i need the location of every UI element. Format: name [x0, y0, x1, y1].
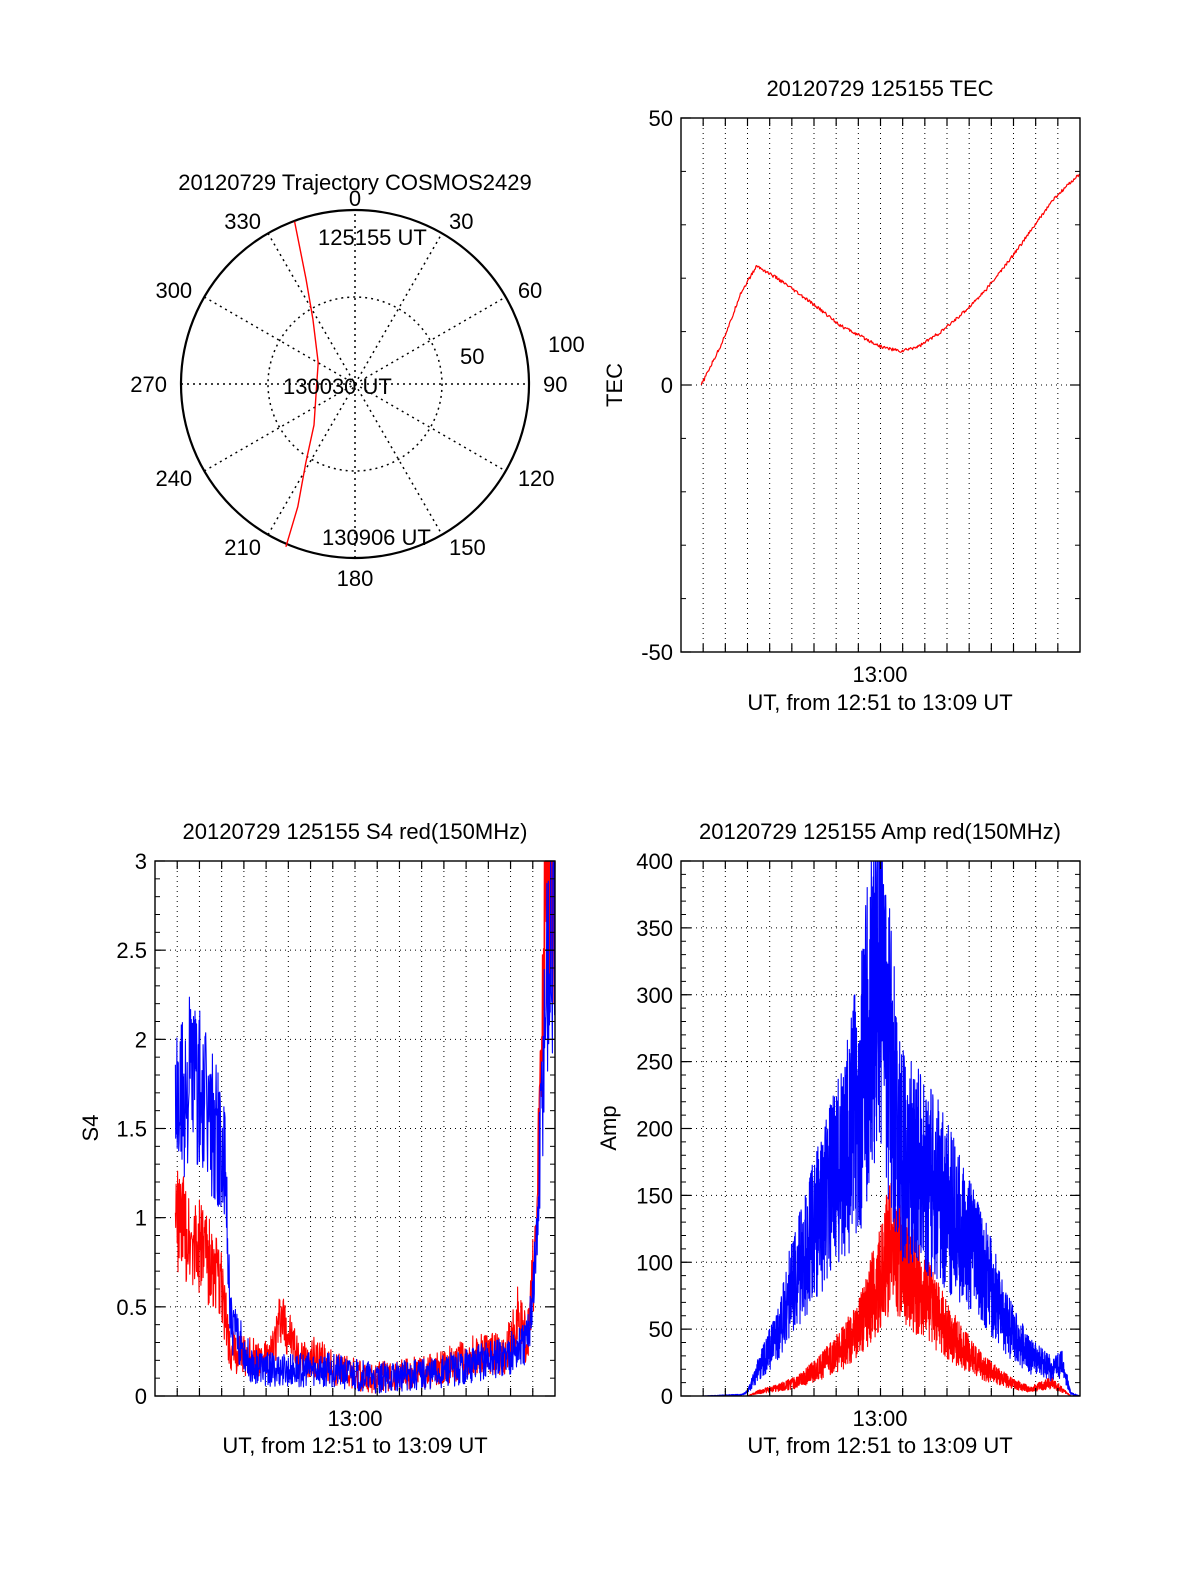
- azimuth-label-180: 180: [337, 566, 374, 591]
- azimuth-label-60: 60: [518, 278, 542, 303]
- s4-ytick-label: 0: [135, 1384, 147, 1409]
- amp-ytick-label: 150: [636, 1183, 673, 1208]
- elevation-ring-50: [267, 296, 443, 472]
- azimuth-label-240: 240: [155, 466, 192, 491]
- trajectory-spoke-150: [267, 232, 443, 536]
- s4-xtick-1300: 13:00: [327, 1406, 382, 1431]
- azimuth-label-270: 270: [130, 372, 167, 397]
- s4-title: 20120729 125155 S4 red(150MHz): [183, 819, 528, 844]
- amp-series: [700, 860, 1081, 1397]
- s4-series: [174, 860, 556, 1394]
- trajectory-panel: 20120729 Trajectory COSMOS2429 0 30 60 90 12…: [130, 170, 584, 591]
- trajectory-end-label: 130906 UT: [322, 525, 431, 550]
- s4-panel: 20120729 125155 S4 red(150MHz) 0 0.5 1 1.5 2…: [78, 819, 556, 1458]
- amp-xtick-1300: 13:00: [852, 1406, 907, 1431]
- tec-series-0-line: [700, 173, 1081, 386]
- trajectory-start-label: 125155 UT: [318, 225, 427, 250]
- trajectory-title: 20120729 Trajectory COSMOS2429: [178, 170, 531, 195]
- amp-title: 20120729 125155 Amp red(150MHz): [699, 819, 1061, 844]
- s4-x-axis-label: UT, from 12:51 to 13:09 UT: [222, 1433, 487, 1458]
- tec-title: 20120729 125155 TEC: [766, 76, 993, 101]
- s4-ytick-label: 1.5: [116, 1117, 147, 1142]
- s4-ytick-label: 0.5: [116, 1295, 147, 1320]
- s4-y-axis-label: S4: [78, 1115, 103, 1142]
- s4-ytick-label: 2.5: [116, 938, 147, 963]
- trajectory-grid: [181, 210, 529, 558]
- satellite-trajectory-line: [285, 221, 319, 547]
- tec-ytick-label: -50: [641, 640, 673, 665]
- azimuth-label-90: 90: [543, 372, 567, 397]
- azimuth-label-0: 0: [349, 186, 361, 211]
- s4-ytick-label: 3: [135, 849, 147, 874]
- azimuth-label-120: 120: [518, 466, 555, 491]
- azimuth-label-150: 150: [449, 535, 486, 560]
- amp-series-1-line: [700, 860, 1081, 1397]
- azimuth-label-300: 300: [155, 278, 192, 303]
- amp-ytick-label: 400: [636, 849, 673, 874]
- tec-series: [700, 173, 1081, 386]
- tec-ytick-label: 50: [649, 106, 673, 131]
- amp-ytick-label: 200: [636, 1117, 673, 1142]
- tec-x-axis-label: UT, from 12:51 to 13:09 UT: [747, 690, 1012, 715]
- azimuth-label-30: 30: [449, 209, 473, 234]
- amp-ytick-label: 350: [636, 916, 673, 941]
- amp-ytick-label: 100: [636, 1250, 673, 1275]
- azimuth-label-330: 330: [224, 209, 261, 234]
- s4-ticks: 0 0.5 1 1.5 2 2.5 3: [116, 849, 555, 1409]
- amp-ytick-label: 50: [649, 1317, 673, 1342]
- amp-ticks: 0 50 100 150 200 250 300 350 400: [636, 849, 1080, 1409]
- s4-ytick-label: 1: [135, 1206, 147, 1231]
- tec-ytick-label: 0: [661, 373, 673, 398]
- radial-label-100: 100: [548, 332, 585, 357]
- amp-y-axis-label: Amp: [596, 1105, 621, 1150]
- s4-ytick-label: 2: [135, 1027, 147, 1052]
- amp-panel: 20120729 125155 Amp red(150MHz) 0 50 100 15…: [596, 819, 1081, 1458]
- radial-label-50: 50: [460, 344, 484, 369]
- amp-series-0-line: [700, 1182, 1081, 1397]
- tec-panel: 20120729 125155 TEC -50 0 50 13:00 UT, fro…: [602, 76, 1081, 715]
- tec-y-axis-label: TEC: [602, 363, 627, 407]
- tec-grid: [681, 118, 1080, 652]
- tec-ticks: -50 0 50: [641, 106, 1080, 665]
- azimuth-label-210: 210: [224, 535, 261, 560]
- amp-ytick-label: 250: [636, 1050, 673, 1075]
- s4-series-0-line: [174, 860, 556, 1394]
- s4-series-1-line: [174, 860, 556, 1394]
- amp-ytick-label: 300: [636, 983, 673, 1008]
- amp-x-axis-label: UT, from 12:51 to 13:09 UT: [747, 1433, 1012, 1458]
- tec-xtick-1300: 13:00: [852, 662, 907, 687]
- trajectory-mid-label: 130030 UT: [283, 374, 392, 399]
- trajectory-outer-ring: [179, 208, 531, 560]
- azimuth-labels: 0 30 60 90 120 150 180 210 240 270 300 330: [130, 186, 567, 591]
- amp-ytick-label: 0: [661, 1384, 673, 1409]
